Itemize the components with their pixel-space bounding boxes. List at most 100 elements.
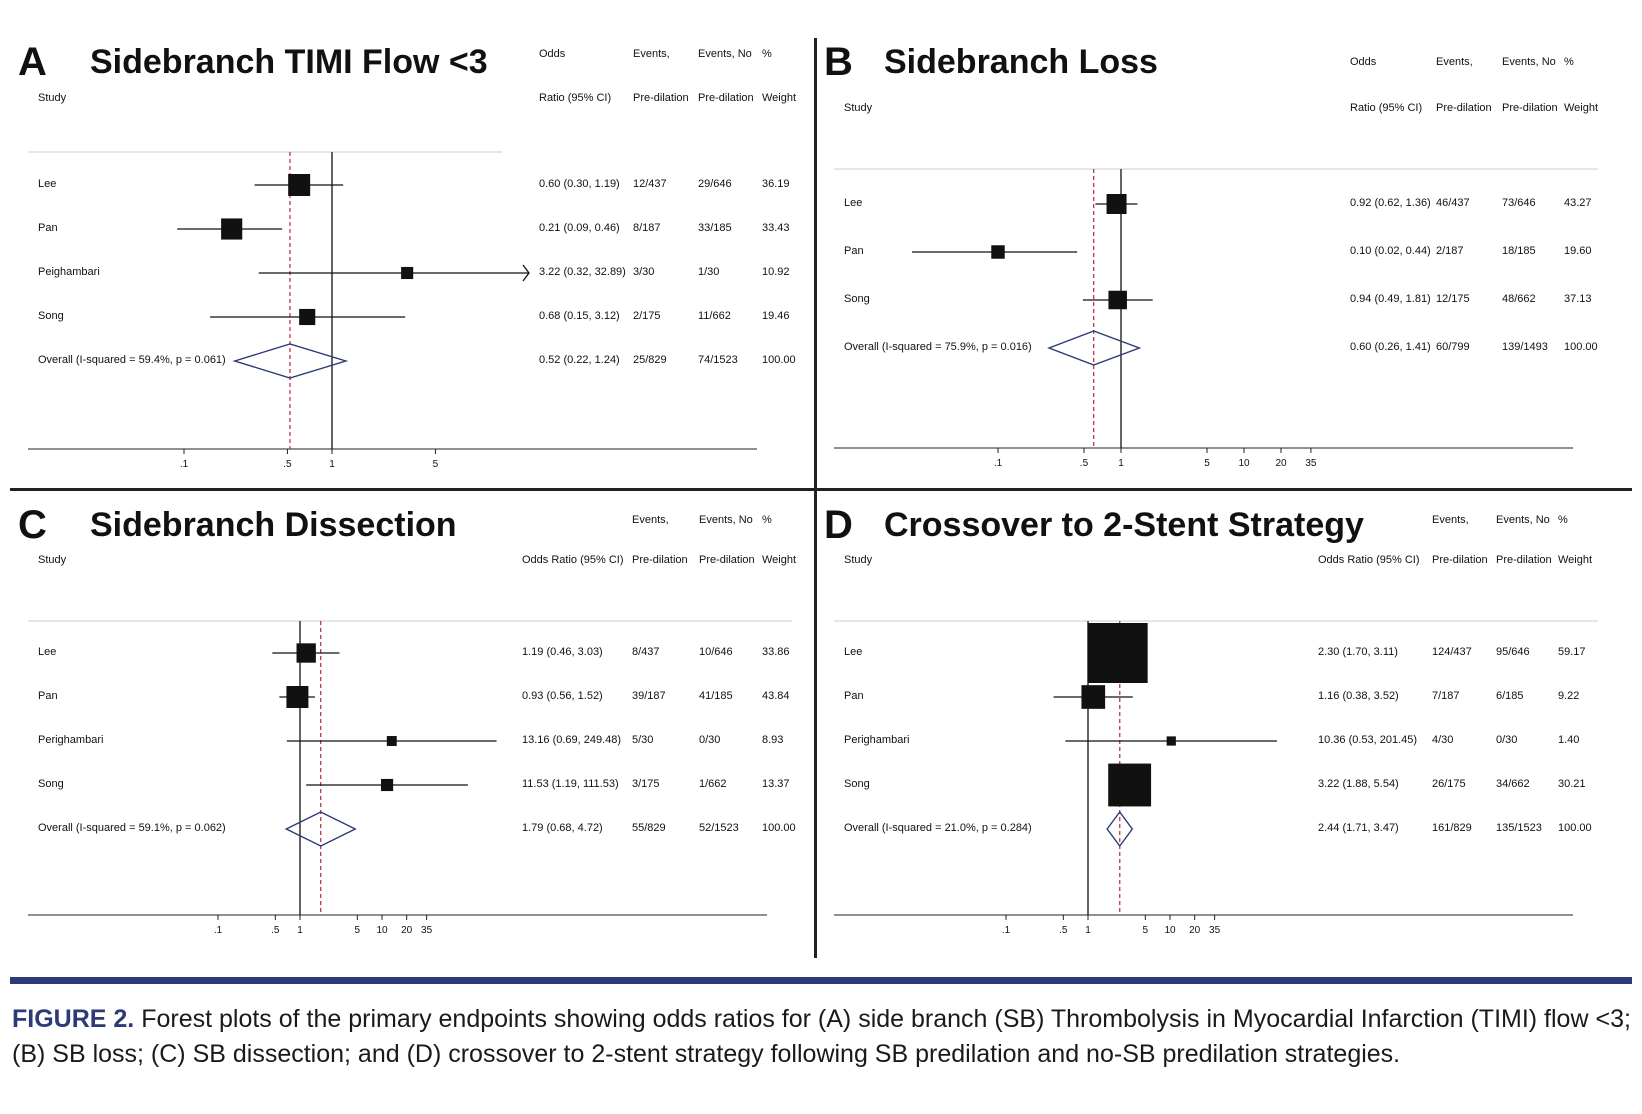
- overall-diamond: [1047, 330, 1142, 366]
- overall-label: Overall (I-squared = 59.4%, p = 0.061): [38, 354, 226, 366]
- study-events: 5/30: [632, 734, 654, 746]
- x-tick-label: .5: [271, 925, 280, 936]
- header-study: Study: [844, 102, 873, 114]
- header-weight-line1: %: [762, 514, 772, 526]
- study-events-no: 29/646: [698, 178, 732, 190]
- study-events: 2/175: [633, 310, 661, 322]
- header-events-line2: Pre-dilation: [1436, 102, 1492, 114]
- study-marker: [386, 736, 397, 746]
- overall-diamond: [1106, 810, 1134, 848]
- study-or: 13.16 (0.69, 249.48): [522, 734, 622, 746]
- study-weight: 19.60: [1564, 245, 1592, 257]
- overall-diamond: [284, 811, 357, 847]
- x-tick-label: .5: [1059, 925, 1068, 936]
- study-weight: 43.27: [1564, 197, 1592, 209]
- x-tick-label: 1: [1118, 458, 1124, 469]
- forest-panel-b: .1 .5 1 5 10 20 35 B Sidebranch Loss Study Odds Rat…: [818, 24, 1628, 504]
- overall-events-no: 52/1523: [699, 822, 739, 834]
- caption-label: FIGURE 2.: [12, 1005, 135, 1033]
- study-events: 26/175: [1432, 778, 1466, 790]
- overall-or: 1.79 (0.68, 4.72): [522, 822, 603, 834]
- horizontal-divider: [10, 488, 1632, 491]
- x-tick-label: .5: [1080, 458, 1089, 469]
- overall-label: Overall (I-squared = 75.9%, p = 0.016): [844, 341, 1032, 353]
- study-weight: 1.40: [1558, 734, 1580, 746]
- study-or: 2.30 (1.70, 3.11): [1318, 646, 1398, 658]
- study-weight: 33.43: [762, 222, 790, 234]
- study-marker: [380, 778, 394, 792]
- x-tick-label: 10: [1164, 925, 1176, 936]
- overall-diamond: [232, 343, 349, 379]
- overall-weight: 100.00: [1558, 822, 1592, 834]
- study-events-no: 0/30: [1496, 734, 1518, 746]
- header-events-no-line1: Events, No: [1496, 514, 1550, 526]
- header-study: Study: [38, 92, 67, 104]
- study-events-no: 0/30: [699, 734, 721, 746]
- x-tick-label: 5: [1143, 925, 1149, 936]
- forest-plot-svg: .1 .5 1 5: [28, 151, 757, 470]
- study-name: Song: [38, 778, 64, 790]
- study-or: 0.68 (0.15, 3.12): [539, 310, 620, 322]
- study-or: 3.22 (1.88, 5.54): [1318, 778, 1399, 790]
- header-events-line1: Events,: [633, 48, 670, 60]
- study-events: 2/187: [1436, 245, 1464, 257]
- study-or: 11.53 (1.19, 111.53): [522, 778, 619, 790]
- header-weight-line2: Weight: [762, 92, 797, 104]
- study-name: Perighambari: [38, 734, 104, 746]
- overall-events-no: 74/1523: [698, 354, 738, 366]
- header-events-no-line2: Pre-dilation: [1496, 554, 1552, 566]
- study-events-no: 48/662: [1502, 293, 1536, 305]
- ci-arrow: [522, 264, 530, 282]
- header-or-line2: Odds Ratio (95% CI): [522, 554, 624, 566]
- study-events-no: 34/662: [1496, 778, 1530, 790]
- study-marker: [1081, 685, 1106, 709]
- forest-plot-svg: .1 .5 1 5 10 20 35: [28, 620, 792, 936]
- x-tick-label: 10: [376, 925, 388, 936]
- figure-caption: FIGURE 2. Forest plots of the primary en…: [12, 1002, 1632, 1072]
- panel-title: Sidebranch TIMI Flow <3: [90, 43, 488, 81]
- x-tick-label: 5: [355, 925, 361, 936]
- study-weight: 8.93: [762, 734, 784, 746]
- x-tick-label: .5: [283, 459, 292, 470]
- study-marker: [221, 218, 243, 240]
- panel-letter: C: [18, 503, 47, 547]
- study-or: 3.22 (0.32, 32.89): [539, 266, 626, 278]
- study-marker: [1087, 623, 1148, 683]
- study-marker: [1108, 290, 1127, 310]
- study-or: 1.19 (0.46, 3.03): [522, 646, 603, 658]
- header-study: Study: [844, 554, 873, 566]
- study-weight: 59.17: [1558, 646, 1586, 658]
- overall-weight: 100.00: [1564, 341, 1598, 353]
- header-study: Study: [38, 554, 67, 566]
- header-events-line1: Events,: [1436, 56, 1473, 68]
- study-name: Lee: [38, 178, 57, 190]
- study-weight: 30.21: [1558, 778, 1586, 790]
- x-tick-label: 5: [433, 459, 439, 470]
- overall-or: 2.44 (1.71, 3.47): [1318, 822, 1399, 834]
- header-weight-line1: %: [1564, 56, 1574, 68]
- overall-label: Overall (I-squared = 21.0%, p = 0.284): [844, 822, 1032, 834]
- header-weight-line2: Weight: [1564, 102, 1599, 114]
- x-tick-label: 5: [1204, 458, 1210, 469]
- study-name: Pan: [844, 690, 864, 702]
- study-name: Peighambari: [38, 266, 100, 278]
- study-events: 12/175: [1436, 293, 1470, 305]
- header-events-line2: Pre-dilation: [633, 92, 689, 104]
- study-or: 1.16 (0.38, 3.52): [1318, 690, 1399, 702]
- x-tick-label: 35: [1209, 925, 1221, 936]
- study-weight: 37.13: [1564, 293, 1592, 305]
- panel-letter: A: [18, 40, 47, 84]
- study-events: 3/30: [633, 266, 655, 278]
- study-events-no: 1/30: [698, 266, 720, 278]
- study-weight: 9.22: [1558, 690, 1580, 702]
- study-name: Lee: [844, 646, 863, 658]
- study-events: 39/187: [632, 690, 666, 702]
- study-events-no: 41/185: [699, 690, 733, 702]
- overall-events-no: 139/1493: [1502, 341, 1548, 353]
- study-weight: 33.86: [762, 646, 790, 658]
- study-or: 0.21 (0.09, 0.46): [539, 222, 620, 234]
- overall-events: 55/829: [632, 822, 666, 834]
- study-weight: 10.92: [762, 266, 790, 278]
- study-events-no: 11/662: [698, 310, 731, 322]
- caption-text: Forest plots of the primary endpoints sh…: [12, 1005, 1631, 1068]
